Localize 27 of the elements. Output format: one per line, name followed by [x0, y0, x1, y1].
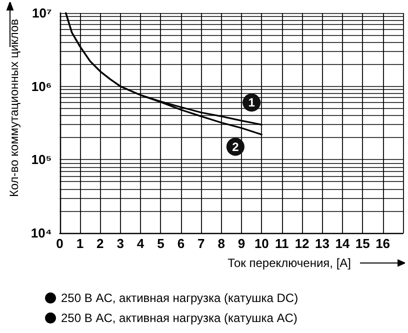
- x-tick-label: 12: [294, 236, 310, 251]
- legend-label: 250 В AC, активная нагрузка (катушка DC): [61, 291, 298, 305]
- x-tick-label: 0: [56, 236, 64, 251]
- y-axis-title: Кол-во коммутационных циклов: [7, 19, 21, 197]
- x-tick-label: 9: [238, 236, 246, 251]
- x-tick-label: 10: [254, 236, 269, 251]
- x-tick-label: 13: [315, 236, 330, 251]
- annotation: 1: [248, 96, 256, 110]
- x-tick-label: 1: [76, 236, 84, 251]
- legend-label: 250 В AC, активная нагрузка (катушка AC): [61, 311, 298, 325]
- x-tick-label: 15: [355, 236, 370, 251]
- x-tick-label: 6: [177, 236, 185, 251]
- y-tick-label: 10⁵: [31, 152, 52, 168]
- annotation: 2: [232, 140, 240, 154]
- x-tick-label: 16: [376, 236, 390, 251]
- x-tick-label: 4: [136, 236, 145, 251]
- y-tick-label: 10⁴: [30, 226, 52, 240]
- x-tick-label: 2: [96, 236, 104, 251]
- x-tick-label: 3: [116, 236, 124, 251]
- x-tick-label: 5: [157, 236, 164, 251]
- x-tick-label: 8: [218, 236, 225, 251]
- x-tick-label: 11: [274, 236, 289, 251]
- y-tick-label: 10⁷: [32, 6, 52, 20]
- x-tick-label: 7: [197, 236, 205, 251]
- y-tick-label: 10⁶: [31, 78, 52, 94]
- x-tick-label: 14: [335, 236, 350, 251]
- x-axis-title: Ток переключения, [А]: [228, 256, 351, 270]
